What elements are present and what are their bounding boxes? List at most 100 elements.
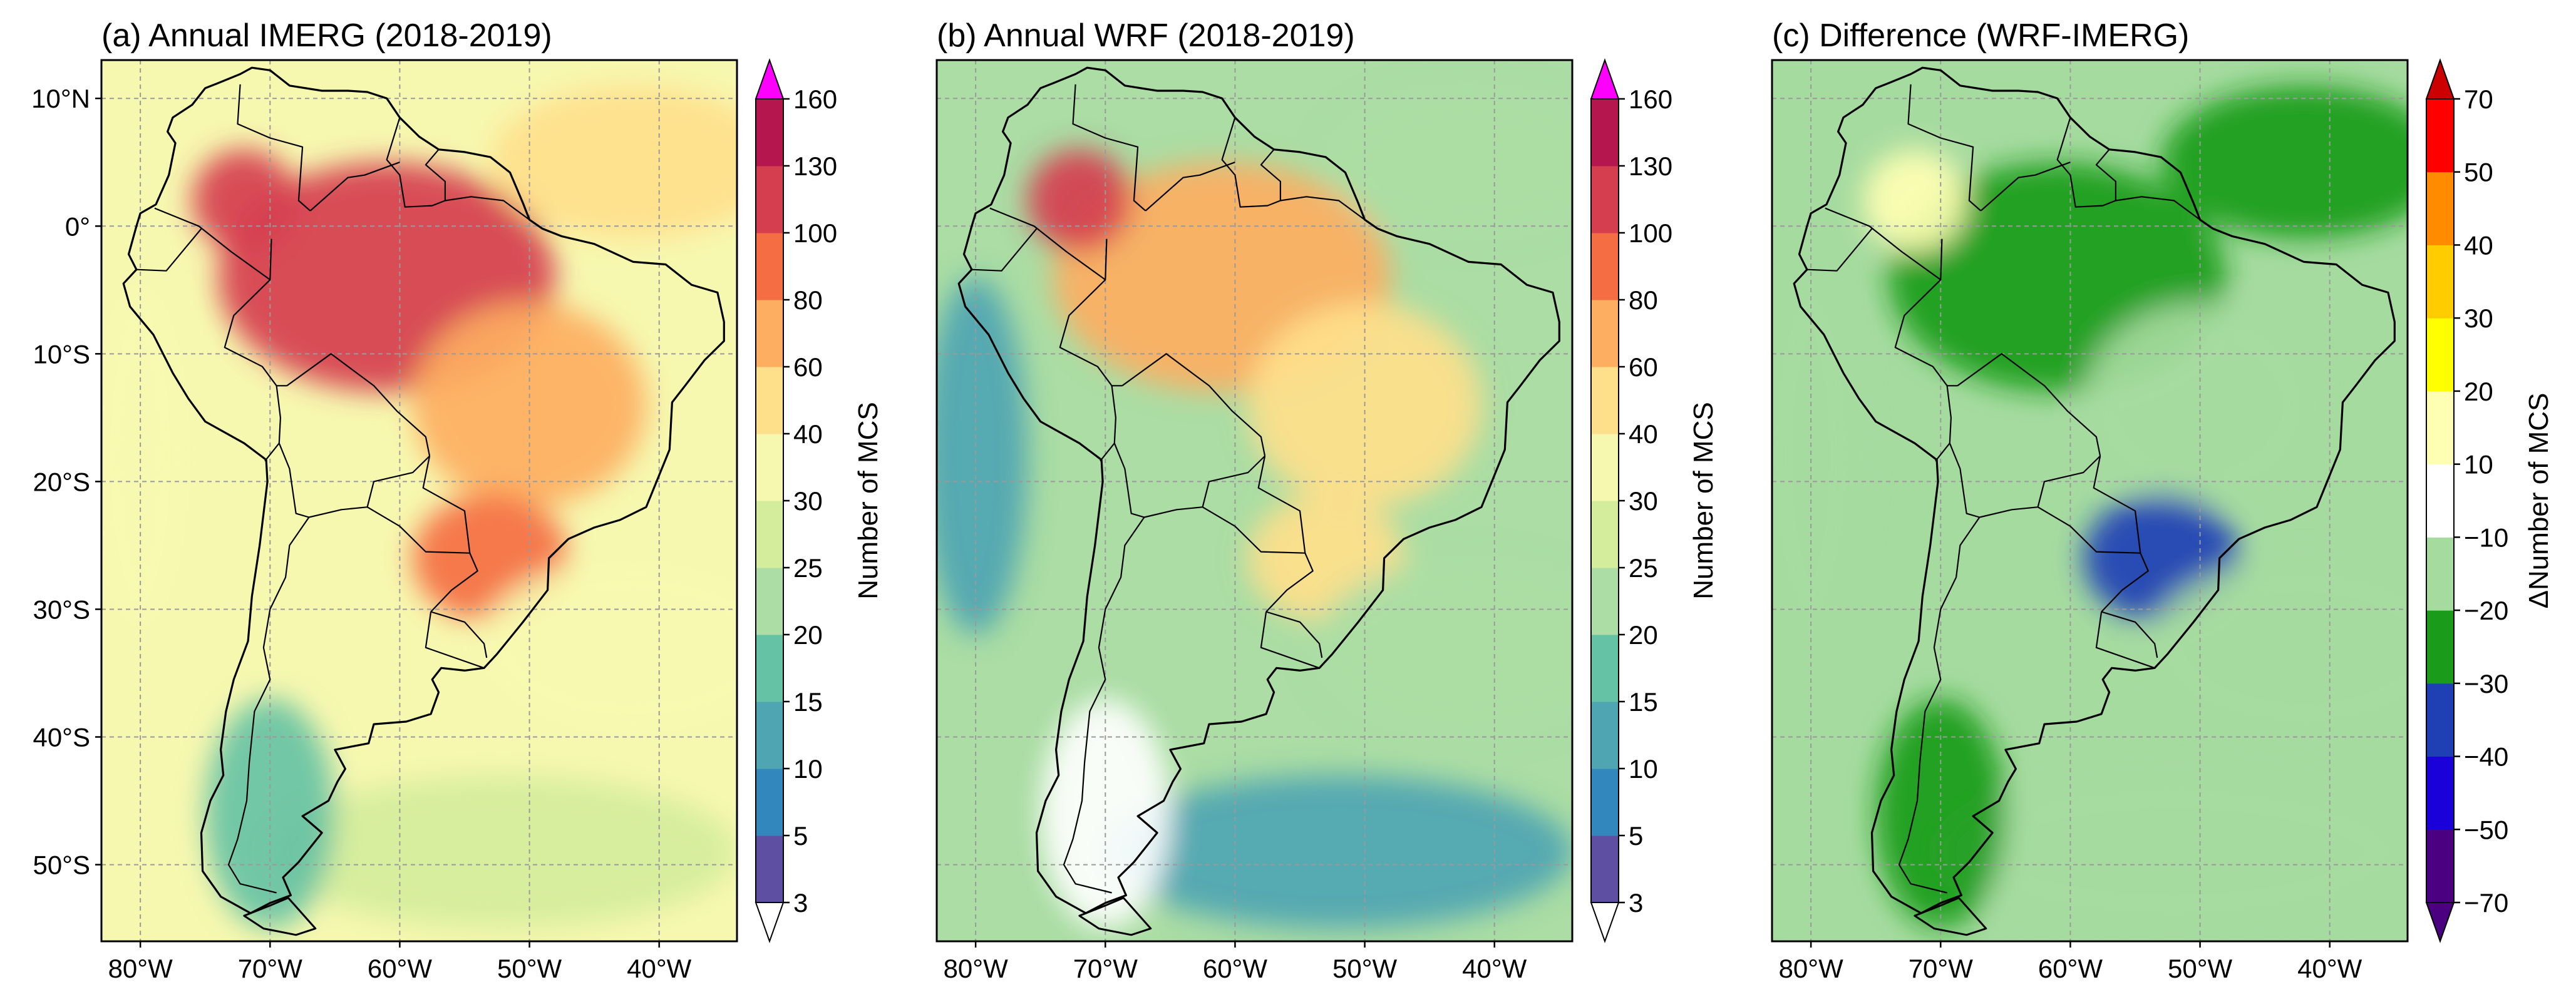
colorbar-segment [756,769,783,836]
country-border [1072,84,1146,212]
colorbar-segment [1591,702,1619,769]
region-southern-ocean [1105,775,1572,929]
panel-1: (a) Annual IMERG (2018-2019) 80°W 70°W 60°W… [31,18,884,983]
colorbar-extend-max [755,58,785,100]
tierra-del-fuego [1078,897,1152,936]
colorbar-tick-label: 15 [793,687,823,717]
country-border [1898,516,1981,894]
colorbar-segment [2426,610,2454,684]
field-layer [937,60,1572,941]
x-tick-label: 40°W [1462,954,1527,983]
map-outlines [1793,66,2396,936]
colorbar-segment [756,99,783,166]
country-border [971,228,1038,272]
colorbar-tick-label: 30 [793,486,823,516]
country-border [1260,611,1320,669]
country-border [1144,455,1265,518]
region-tropical-atlantic [2161,85,2408,239]
colorbar-tick-label: 40 [1629,419,1658,449]
x-tick-label: 40°W [2297,954,2362,983]
y-tick-label: 10°S [33,339,90,369]
plot-frame [100,59,738,943]
country-border [264,386,281,462]
panel-title: (b) Annual WRF (2018-2019) [937,18,1355,54]
colorbar-segment [1591,99,1619,166]
region-patagonia [1040,698,1170,929]
country-border [1265,553,1314,613]
region-subtropical-south-atlantic [2148,558,2408,737]
colorbar-extend-min [755,902,785,943]
country-border [1221,117,1281,208]
colorbar-segment [2426,537,2454,611]
colorbar-tick-label: 30 [2464,304,2493,333]
country-border [989,207,1108,281]
country-border [1935,386,1952,462]
colorbar: 3 5 10 15 20 25 30 40 60 80 100 130 160 Number of MCS [755,58,884,943]
region-southern-ocean [1940,775,2408,929]
colorbar-tick-label: 5 [1629,821,1643,851]
colorbar-segment [2426,829,2454,903]
y-tick-label: 30°S [33,595,90,624]
colorbar-segment [756,367,783,434]
colorbar-tick-label: 10 [793,754,823,784]
colorbar-segment [1591,300,1619,367]
country-border [430,553,478,613]
country-border [2101,611,2158,658]
y-tick-label: 50°S [33,851,90,880]
colorbar-tick-label: −10 [2464,523,2508,552]
x-tick-label: 70°W [1073,954,1138,983]
colorbar-segment [1591,166,1619,233]
tierra-del-fuego [243,897,317,936]
colorbar-tick-label: 20 [793,620,823,650]
country-border [309,161,400,212]
colorbar-tick-label: 160 [1629,84,1672,114]
country-border [1957,353,2101,456]
region-tropical-atlantic [490,85,737,239]
colorbar-tick-label: 130 [1629,151,1672,181]
colorbar-tick-label: 20 [2464,377,2493,406]
country-border [386,117,446,208]
colorbar-segment [1591,367,1619,434]
colorbar-extend-max [1590,58,1620,100]
country-border [1825,207,1943,281]
field-layer [1772,60,2408,941]
colorbar-label: Number of MCS [1688,402,1719,599]
colorbar: 3 5 10 15 20 25 30 40 60 80 100 130 160 Number of MCS [1590,58,1719,943]
x-tick-label: 70°W [1909,954,1974,983]
colorbar-segment [756,501,783,568]
region-northern-andes [1028,149,1131,252]
country-border [1260,149,1366,220]
country-border [2095,149,2201,220]
colorbar-extend-min [1590,902,1620,943]
colorbar-tick-label: −50 [2464,815,2508,844]
colorbar-tick-label: −20 [2464,596,2508,625]
colorbar-tick-label: 60 [1629,352,1658,382]
colorbar-tick-label: 100 [1629,218,1672,248]
country-border [422,456,471,553]
country-border [1202,506,1306,554]
region-southern-ocean [270,775,737,929]
country-border [430,611,488,658]
map-outlines [957,66,1560,936]
colorbar-tick-label: 40 [793,419,823,449]
x-tick-label: 50°W [497,954,562,983]
country-border [237,84,311,212]
colorbar-tick-label: 3 [1629,888,1643,918]
x-tick-label: 60°W [1203,954,1268,983]
colorbar-segment [756,635,783,702]
y-tick-label: 20°S [33,467,90,496]
gridlines [937,60,1572,941]
country-border [1113,442,1145,518]
region-tropical-atlantic [1326,85,1572,239]
x-tick-label: 80°W [1779,954,1844,983]
x-tick-label: 60°W [2038,954,2103,983]
x-tick-label: 70°W [238,954,303,983]
colorbar-tick-label: 25 [793,553,823,583]
map-outlines [122,66,725,936]
colorbar-segment [756,233,783,300]
country-border [1257,456,1306,553]
colorbar-tick-label: 15 [1629,687,1658,717]
country-border [227,516,310,894]
country-border [2038,506,2141,554]
